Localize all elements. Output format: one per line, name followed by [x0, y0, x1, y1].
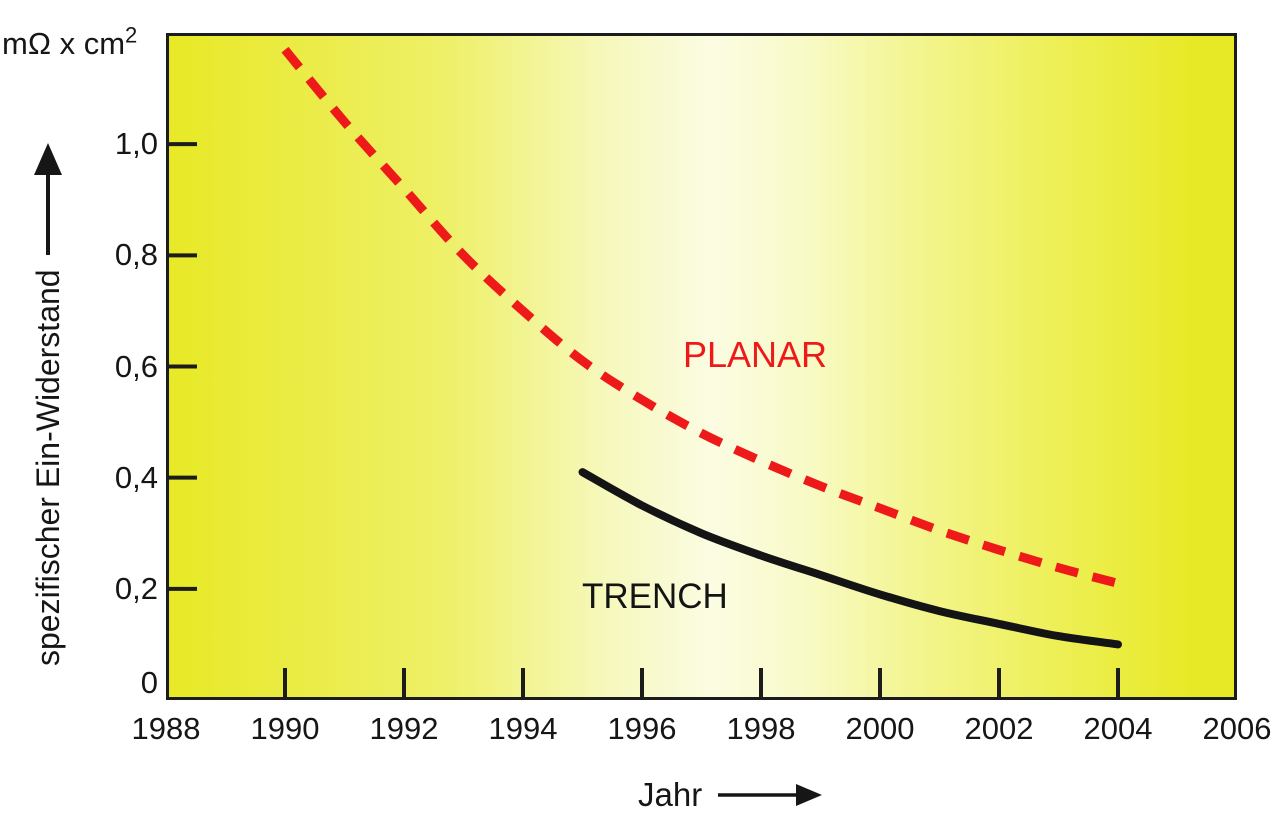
x-tick-label: 2000 [845, 711, 915, 746]
y-tick-label: 0,8 [114, 237, 158, 273]
x-tick-label: 1990 [250, 711, 320, 746]
x-tick-label: 1992 [369, 711, 439, 746]
y-axis-label-box: spezifischer Ein-Widerstand [16, 126, 80, 666]
y-axis-arrow-icon [34, 143, 62, 256]
x-axis-arrow-icon [718, 784, 823, 806]
x-axis-label-box: Jahr [638, 776, 823, 814]
planar-series-label: PLANAR [683, 334, 828, 375]
y-tick-label: 0 [140, 665, 158, 700]
y-tick-label: 0,6 [114, 348, 158, 384]
y-tick-label: 0,2 [114, 570, 158, 606]
x-tick-label: 1996 [607, 711, 677, 746]
x-axis-label-text: Jahr [638, 776, 703, 813]
x-tick-label: 1994 [488, 711, 558, 746]
x-tick-label: 1988 [131, 711, 201, 746]
y-axis-unit-label: mΩ x cm2 [2, 22, 138, 62]
y-axis-label: spezifischer Ein-Widerstand [16, 126, 80, 666]
y-axis-unit-text: mΩ x cm [2, 26, 126, 61]
y-axis-unit-exponent: 2 [125, 22, 138, 48]
x-tick-label: 2006 [1202, 711, 1272, 746]
y-tick-label: 0,4 [114, 459, 158, 495]
x-tick-label: 2002 [964, 711, 1034, 746]
y-tick-label: 1,0 [114, 126, 158, 162]
x-tick-label: 2004 [1083, 711, 1153, 746]
trench-series-label: TRENCH [582, 577, 728, 616]
x-tick-label: 1998 [726, 711, 796, 746]
